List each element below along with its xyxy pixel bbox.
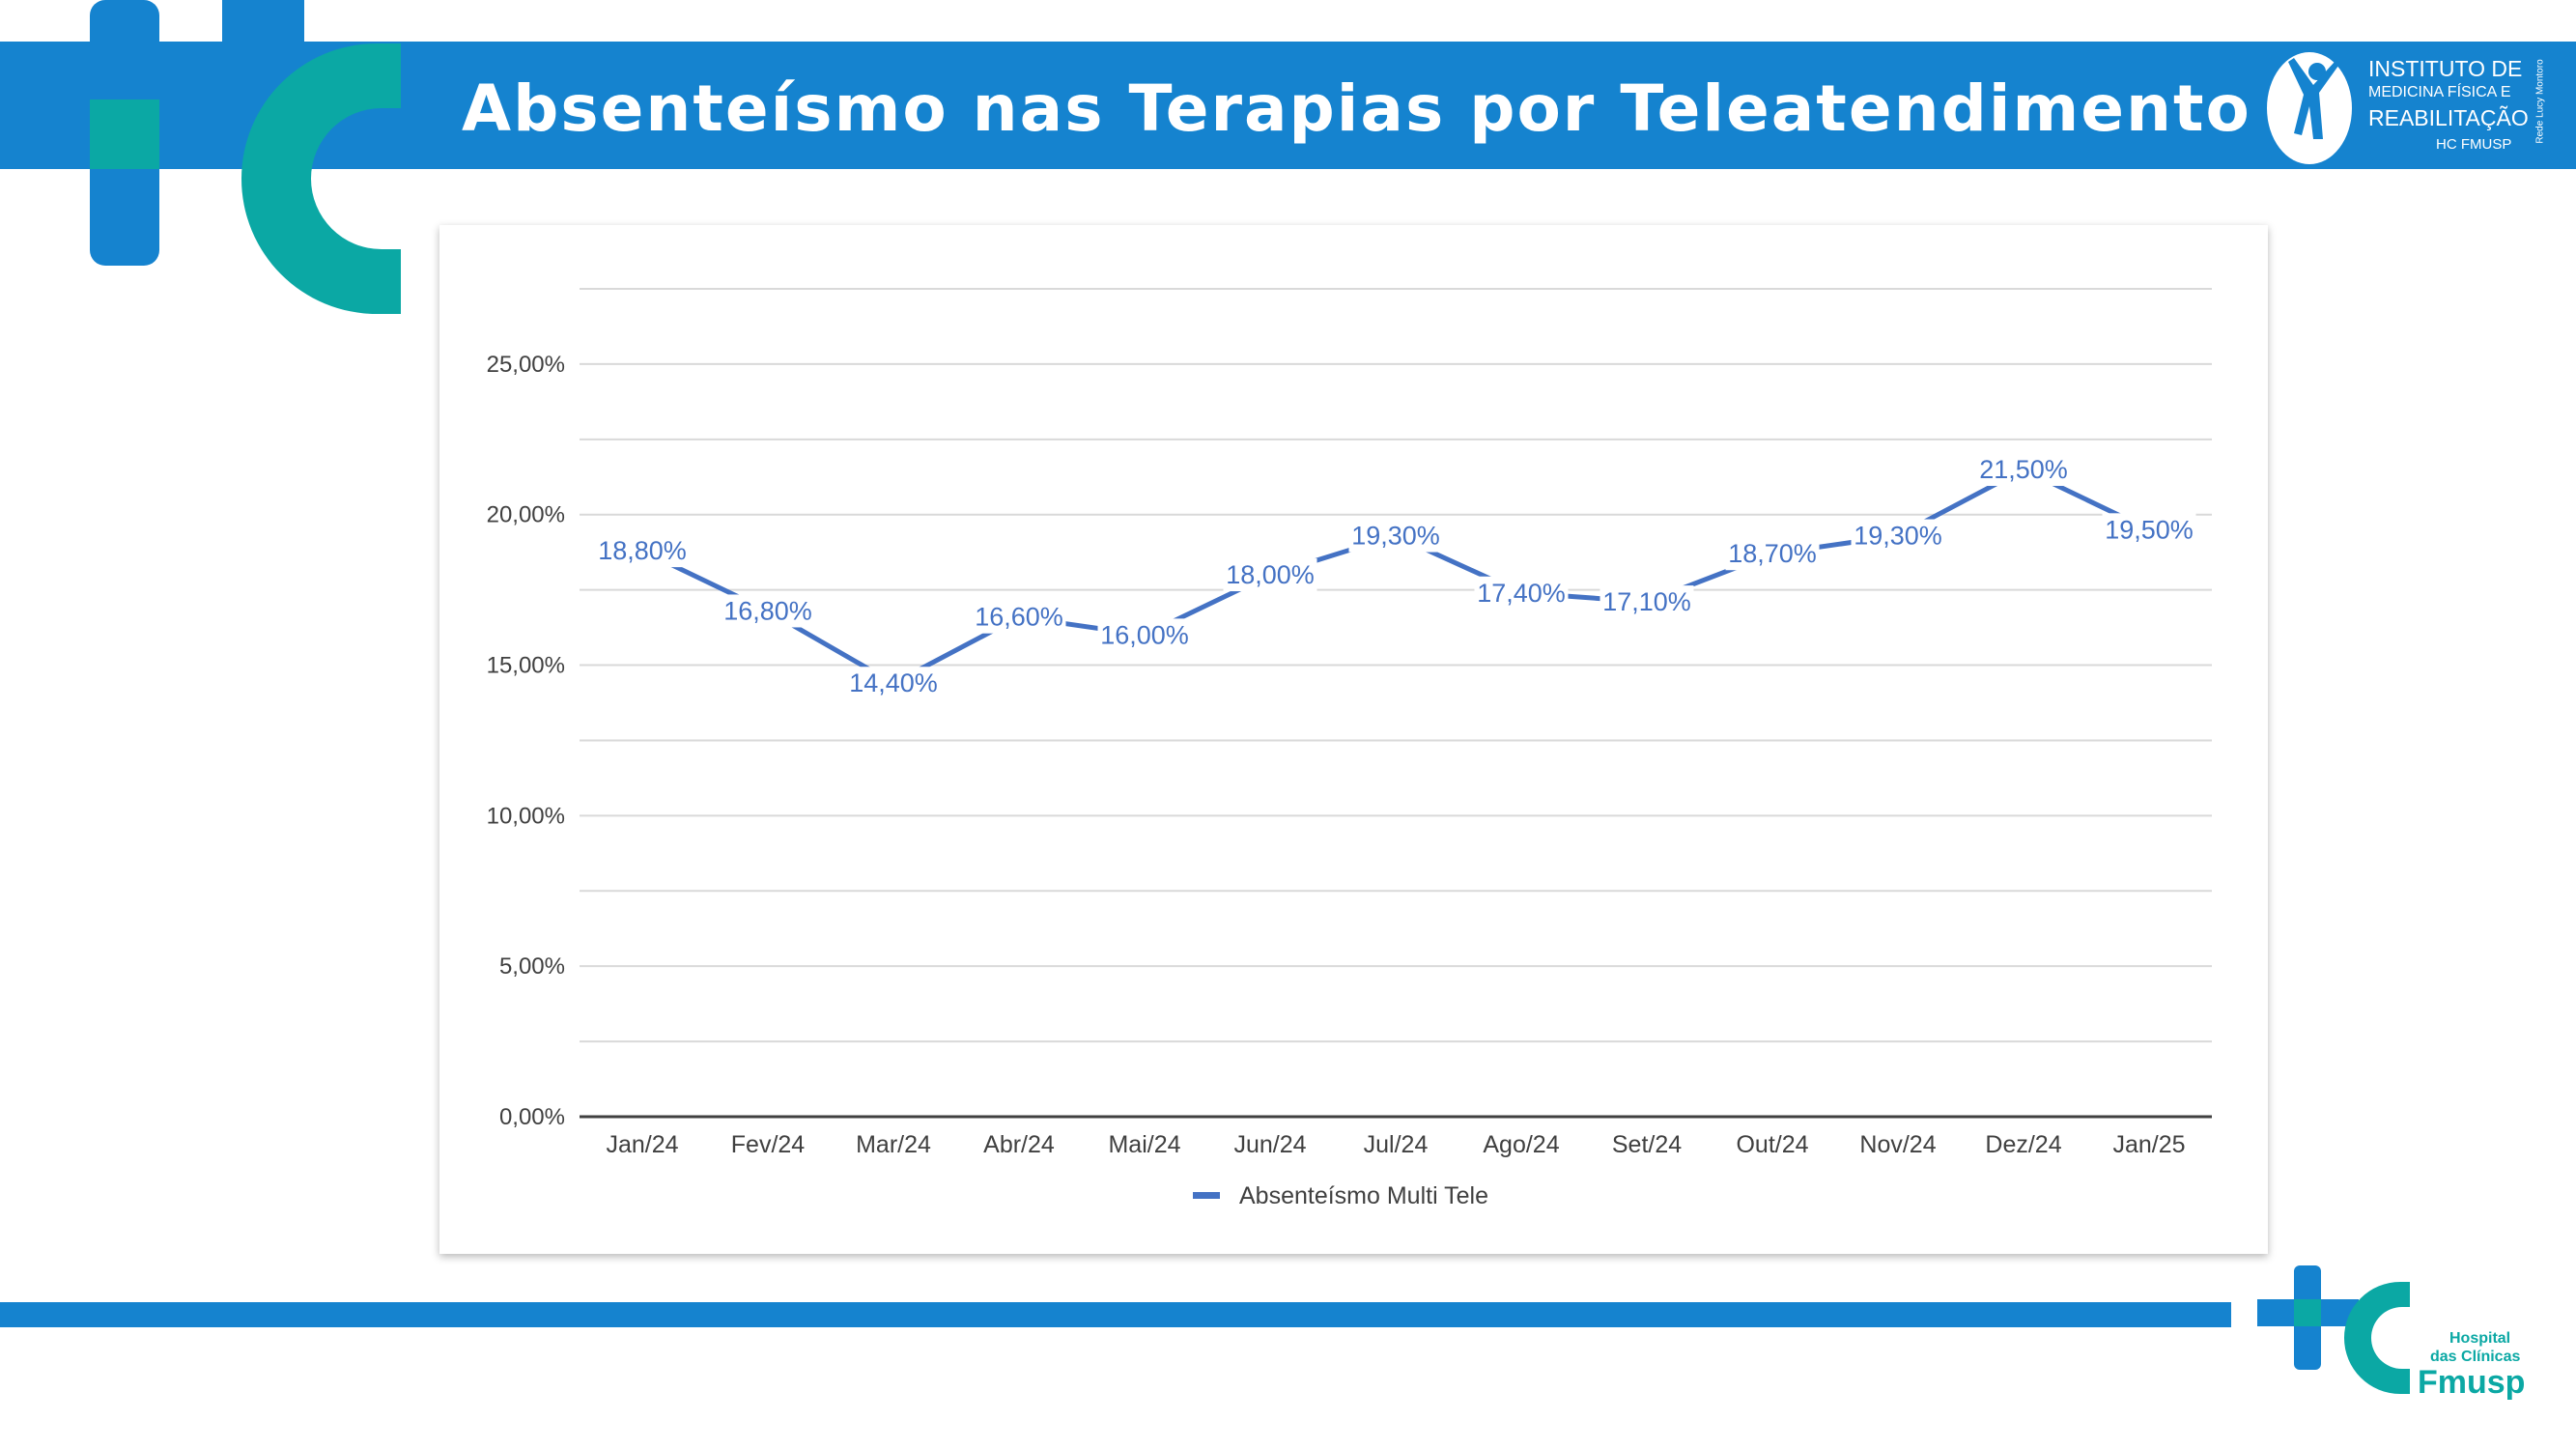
legend: Absenteísmo Multi Tele	[1193, 1182, 1488, 1209]
data-label: 19,30%	[1854, 522, 1942, 551]
data-label-bg	[1223, 558, 1317, 592]
data-label: 16,00%	[1100, 620, 1189, 649]
axis-layer: 0,00% 5,00% 10,00% 15,00% 20,00% 25,00% Jan/24…	[487, 352, 2212, 1158]
y-tick-label: 5,00%	[499, 953, 565, 980]
data-label: 21,50%	[1979, 455, 2068, 484]
footer-bar	[0, 1302, 2231, 1327]
data-label: 18,00%	[1226, 560, 1315, 589]
data-label: 19,30%	[1351, 522, 1440, 551]
data-label-bg	[2102, 513, 2196, 547]
x-tick-label: Mai/24	[1108, 1131, 1180, 1158]
x-tick-label: Mar/24	[856, 1131, 931, 1158]
data-label-bg	[595, 534, 690, 568]
y-tick-label: 20,00%	[487, 502, 565, 528]
data-label: 16,60%	[975, 603, 1063, 632]
x-tick-label: Set/24	[1612, 1131, 1682, 1158]
imrea-line-4: HC FMUSP	[2436, 136, 2512, 153]
x-tick-label: Dez/24	[1985, 1131, 2061, 1158]
x-tick-label: Ago/24	[1483, 1131, 1559, 1158]
x-tick-label: Jan/25	[2112, 1131, 2185, 1158]
slide-title: Absenteísmo nas Terapias por Teleatendim…	[462, 71, 2251, 146]
x-tick-label: Jun/24	[1233, 1131, 1306, 1158]
x-tick-label: Jul/24	[1364, 1131, 1429, 1158]
x-tick-label: Fev/24	[731, 1131, 806, 1158]
x-tick-label: Nov/24	[1859, 1131, 1936, 1158]
data-label-layer: 18,80% 16,80% 14,40% 16,60% 16,00% 18,00% 19,3…	[595, 452, 2196, 700]
y-tick-label: 10,00%	[487, 803, 565, 829]
data-label-bg	[1474, 576, 1569, 610]
imrea-line-3: REABILITAÇÃO	[2368, 105, 2529, 130]
data-label-bg	[1851, 519, 1945, 553]
data-label: 14,40%	[849, 668, 938, 697]
hc-logo	[90, 0, 401, 314]
imrea-line-1: INSTITUTO DE	[2368, 56, 2523, 81]
data-label-bg	[972, 600, 1066, 634]
data-label: 19,50%	[2105, 515, 2194, 544]
x-tick-label: Jan/24	[606, 1131, 678, 1158]
y-tick-label: 25,00%	[487, 352, 565, 378]
data-label-bg	[846, 667, 941, 700]
data-label: 18,70%	[1728, 539, 1817, 568]
series-line	[639, 467, 2152, 686]
data-label: 17,40%	[1477, 579, 1566, 608]
person-emblem-icon	[2267, 52, 2352, 164]
y-tick-label: 15,00%	[487, 653, 565, 679]
x-tick-label: Abr/24	[983, 1131, 1055, 1158]
y-tick-label: 0,00%	[499, 1104, 565, 1130]
data-label: 17,10%	[1602, 587, 1691, 616]
chart-card: 0,00% 5,00% 10,00% 15,00% 20,00% 25,00% Jan/24…	[439, 225, 2268, 1254]
data-label-bg	[721, 594, 815, 628]
data-label-bg	[1976, 452, 2071, 486]
data-label-bg	[1725, 537, 1820, 571]
hc-line-2: das Clínicas	[2430, 1349, 2521, 1365]
imrea-logo: INSTITUTO DE MEDICINA FÍSICA E REABILITA…	[2265, 46, 2546, 164]
data-label-bg	[1348, 519, 1443, 553]
imrea-side-text: Rede Lucy Montoro	[2534, 59, 2546, 144]
legend-swatch	[1193, 1192, 1220, 1199]
hc-line-3: Fmusp	[2418, 1364, 2526, 1401]
line-chart: 0,00% 5,00% 10,00% 15,00% 20,00% 25,00% Jan/24…	[487, 288, 2212, 1209]
header-banner	[0, 42, 2576, 169]
series-layer	[639, 467, 2152, 686]
hc-fmusp-logo	[2257, 1265, 2410, 1394]
grid-layer	[580, 288, 2212, 1043]
imrea-line-2: MEDICINA FÍSICA E	[2368, 84, 2511, 100]
data-label-bg	[1097, 618, 1192, 652]
x-tick-label: Out/24	[1736, 1131, 1808, 1158]
hc-line-1: Hospital	[2449, 1330, 2511, 1347]
data-label: 16,80%	[723, 596, 812, 625]
data-label-bg	[1599, 585, 1694, 619]
data-label: 18,80%	[598, 536, 687, 565]
legend-label: Absenteísmo Multi Tele	[1239, 1182, 1488, 1209]
